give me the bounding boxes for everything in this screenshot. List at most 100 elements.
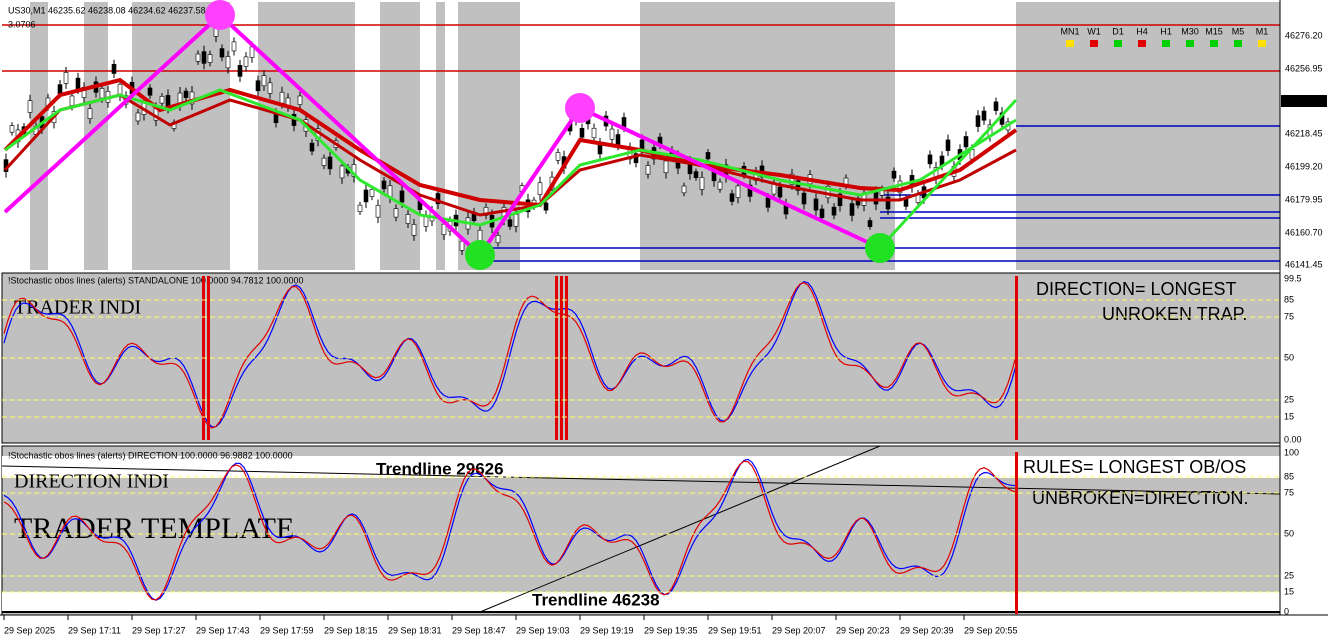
candle-body (111, 64, 117, 74)
time-label: 29 Sep 19:19 (580, 625, 634, 635)
time-label: 29 Sep 18:47 (452, 625, 506, 635)
time-label: 29 Sep 20:55 (964, 625, 1018, 635)
candle-body (231, 41, 237, 52)
candle-body (615, 134, 621, 146)
candle-body (279, 91, 285, 104)
candle-body (537, 182, 543, 195)
candle-body (363, 189, 369, 203)
candle-body (717, 181, 723, 190)
candle-body (147, 87, 153, 96)
time-label: 29 Sep 17:43 (196, 625, 250, 635)
candle-body (255, 80, 261, 92)
candle-body (801, 192, 807, 205)
candle-body (663, 160, 669, 174)
note: UNROKEN TRAP. (1102, 304, 1247, 324)
candle-body (981, 110, 987, 121)
timeframe-label: M5 (1232, 26, 1245, 36)
time-label: 29 Sep 18:31 (388, 625, 442, 635)
candle-body (159, 96, 165, 104)
note: DIRECTION= LONGEST (1036, 279, 1237, 299)
stripe (108, 2, 132, 270)
candle-body (891, 170, 897, 179)
panel-label: TRADER INDI (14, 297, 141, 319)
level-label: 50 (1284, 352, 1294, 362)
timeframe-label: W1 (1087, 26, 1101, 36)
stripe (895, 2, 1016, 270)
swing-low (465, 240, 495, 270)
stripe (420, 2, 436, 270)
level-label: 99.5 (1284, 273, 1302, 283)
sub-info: 3.0706 (8, 19, 36, 29)
price-label: 46256.95 (1285, 63, 1323, 73)
price-label: 46218.45 (1285, 128, 1323, 138)
candle-body (747, 184, 753, 197)
trendline-label: Trendline 29626 (376, 459, 504, 478)
time-label: 29 Sep 20:07 (772, 625, 826, 635)
time-label: 29 Sep 19:35 (644, 625, 698, 635)
level-label: 25 (1284, 394, 1294, 404)
time-label: 29 Sep 17:11 (68, 625, 121, 635)
timeframe-status (1066, 40, 1074, 47)
panel-label: DIRECTION INDI (14, 471, 169, 493)
candle-body (645, 165, 651, 175)
candle-body (555, 152, 561, 161)
level-label: 0 (1284, 606, 1289, 616)
candle-body (195, 53, 201, 62)
candle-body (57, 84, 63, 94)
candle-body (837, 193, 843, 207)
timeframe-status (1210, 40, 1218, 47)
candle-body (735, 185, 741, 198)
note: UNBROKEN=DIRECTION. (1032, 488, 1249, 508)
candle-body (873, 191, 879, 205)
candle-body (633, 153, 639, 164)
note: RULES= LONGEST OB/OS (1023, 457, 1246, 477)
time-label: 29 Sep 19:03 (516, 625, 570, 635)
candle-body (867, 220, 873, 227)
level-label: 0.00 (1284, 434, 1302, 444)
stochastic-line (3, 282, 1017, 429)
candle-body (261, 75, 267, 87)
time-label: 29 Sep 20:39 (900, 625, 954, 635)
candle-body (693, 171, 699, 179)
template-label: TRADER TEMPLATE (14, 512, 294, 545)
candle-body (705, 152, 711, 160)
candle-body (849, 203, 855, 216)
candle-body (513, 214, 519, 227)
candle-body (945, 139, 951, 151)
candle-body (243, 56, 249, 67)
timeframe-panel: MN1 W1 D1 H4 H1 M30 M15 M5 M1 (1060, 26, 1268, 47)
timeframe-label: M15 (1205, 26, 1223, 36)
candle-body (405, 214, 411, 224)
candle-body (813, 198, 819, 211)
timeframe-label: M30 (1181, 26, 1199, 36)
price-label: 46179.95 (1285, 194, 1323, 204)
timeframe-status (1090, 40, 1098, 47)
price-label: 46160.70 (1285, 227, 1323, 237)
candle-body (393, 208, 399, 218)
level-label: 100 (1284, 447, 1299, 457)
timeframe-status (1162, 40, 1170, 47)
candle-body (207, 54, 213, 63)
time-label: 29 Sep 2025 (4, 625, 55, 635)
candle-body (267, 82, 273, 94)
timeframe-label: H1 (1160, 26, 1172, 36)
price-label: 46237.58 (1285, 95, 1323, 105)
stochastic-line (3, 460, 1017, 601)
time-label: 29 Sep 17:27 (132, 625, 186, 635)
trend-line (1, 465, 1281, 495)
timeframe-label: H4 (1136, 26, 1148, 36)
candle-body (399, 190, 405, 203)
candle-body (381, 180, 387, 190)
candle-body (819, 208, 825, 218)
swing-high (205, 0, 235, 30)
timeframe-label: M1 (1256, 26, 1269, 36)
candle-body (963, 136, 969, 148)
trend-line (479, 445, 881, 613)
candle-body (435, 193, 441, 205)
time-label: 29 Sep 18:15 (324, 625, 378, 635)
price-label: 46199.20 (1285, 161, 1323, 171)
timeframe-status (1114, 40, 1122, 47)
candle-body (885, 196, 891, 210)
candle-body (789, 173, 795, 185)
